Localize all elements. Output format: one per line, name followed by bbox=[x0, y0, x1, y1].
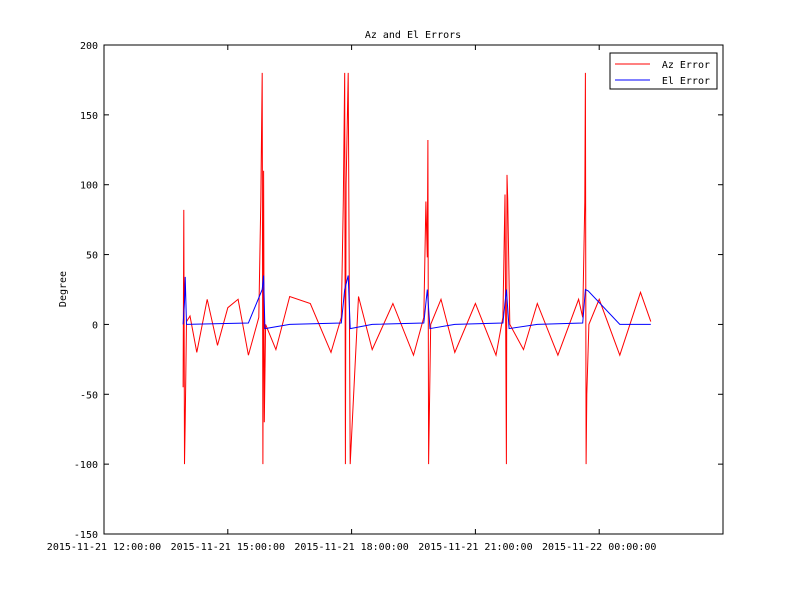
y-tick-label: -100 bbox=[74, 460, 98, 471]
y-tick-label: 0 bbox=[92, 320, 98, 331]
y-ticks: -150 -100 -50 0 50 100 150 200 bbox=[74, 41, 723, 541]
legend-label-az: Az Error bbox=[662, 60, 710, 71]
x-tick-label: 2015-11-21 15:00:00 bbox=[171, 542, 285, 553]
y-axis-label: Degree bbox=[58, 271, 69, 307]
legend-label-el: El Error bbox=[662, 76, 710, 87]
x-tick-label: 2015-11-21 18:00:00 bbox=[294, 542, 408, 553]
series-line-el bbox=[182, 275, 651, 330]
x-tick-label: 2015-11-22 00:00:00 bbox=[542, 542, 656, 553]
legend: Az Error El Error bbox=[609, 52, 718, 90]
y-tick-label: 100 bbox=[80, 181, 98, 192]
y-tick-label: 50 bbox=[86, 251, 98, 262]
y-tick-label: 150 bbox=[80, 111, 98, 122]
series-line-az bbox=[182, 72, 652, 465]
series-group bbox=[182, 72, 652, 465]
x-tick-label: 2015-11-21 12:00:00 bbox=[47, 542, 161, 553]
legend-box bbox=[609, 52, 718, 90]
chart-title: Az and El Errors bbox=[365, 30, 461, 41]
x-tick-label: 2015-11-21 21:00:00 bbox=[418, 542, 532, 553]
x-ticks: 2015-11-21 12:00:00 2015-11-21 15:00:00 20… bbox=[47, 45, 656, 553]
y-tick-label: -150 bbox=[74, 530, 98, 541]
plot-area bbox=[103, 44, 724, 535]
y-tick-label: -50 bbox=[80, 390, 98, 401]
y-tick-label: 200 bbox=[80, 41, 98, 52]
